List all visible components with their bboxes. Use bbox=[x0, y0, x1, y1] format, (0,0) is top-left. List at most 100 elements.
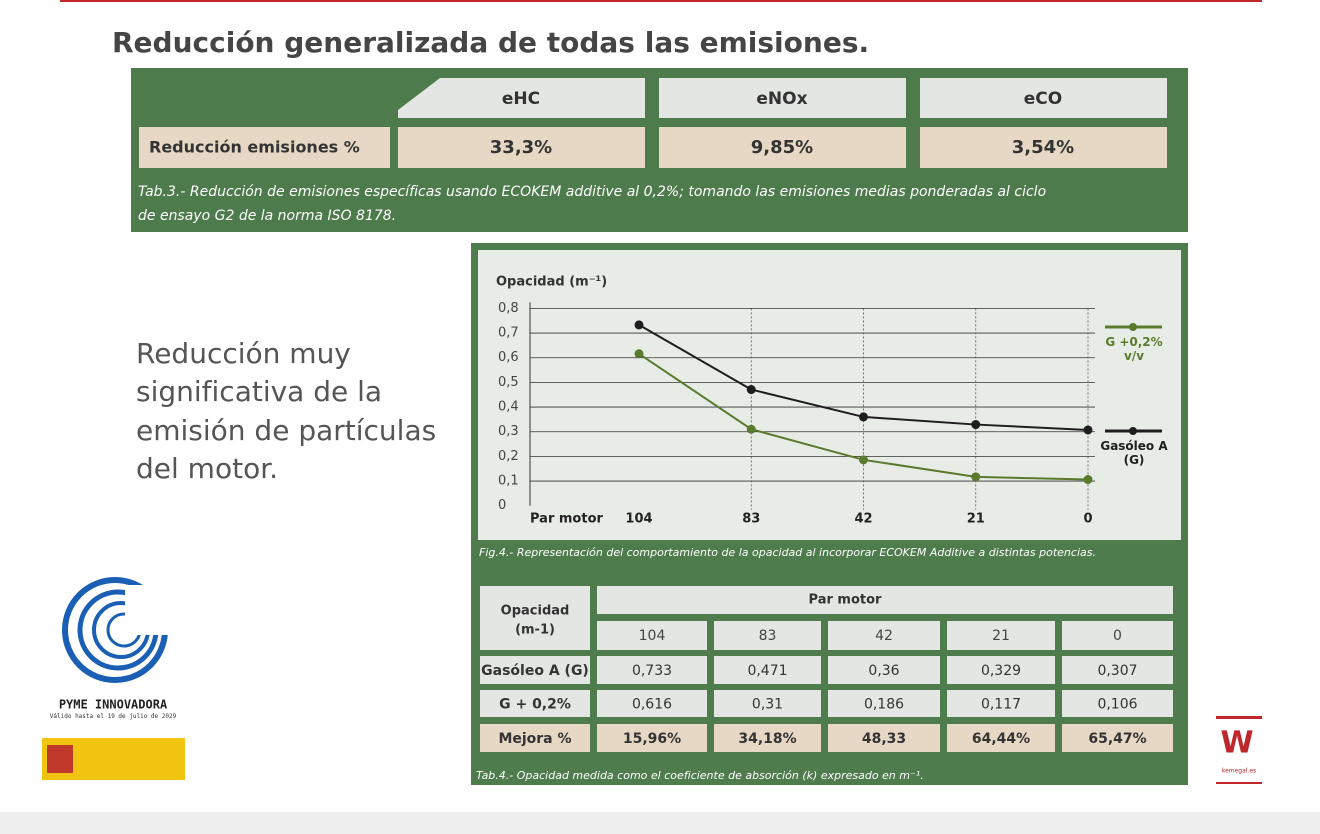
table1-header: eNOx bbox=[756, 89, 807, 109]
chart-caption: Fig.4.- Representación del comportamient… bbox=[479, 546, 1096, 559]
x-tick-label: 42 bbox=[854, 512, 872, 527]
table2-value: 0,616 bbox=[632, 697, 672, 713]
y-tick-label: 0,6 bbox=[498, 350, 519, 365]
plot-panel bbox=[478, 250, 1181, 540]
table2-value: 0,733 bbox=[632, 663, 672, 679]
table1-cell bbox=[659, 127, 906, 168]
slide-title: Reducción generalizada de todas las emis… bbox=[112, 26, 869, 59]
table2-value: 64,44% bbox=[972, 731, 1030, 747]
chart: Opacidad (m⁻¹) 0 0,1 0,2 0,3 0,4 0,5 0,6 0,7 0,8 1… bbox=[496, 275, 1168, 527]
table2-value: 0,117 bbox=[981, 697, 1021, 713]
table2-column-cell bbox=[828, 621, 940, 650]
legend-label: G +0,2% v/v bbox=[1105, 335, 1163, 363]
table2-value: 34,18% bbox=[738, 731, 796, 747]
table2-cell bbox=[1062, 690, 1173, 717]
table2-value: 0,36 bbox=[868, 663, 899, 679]
table1-caption: Tab.3.- Reducción de emisiones específic… bbox=[138, 184, 1046, 200]
data-point bbox=[971, 472, 981, 482]
y-axis-label: Opacidad (m⁻¹) bbox=[496, 275, 607, 290]
table2-value: 0,106 bbox=[1097, 697, 1137, 713]
legend-label-box: G +0,2% v/v bbox=[1105, 335, 1163, 363]
data-point bbox=[859, 412, 868, 422]
brand-mark: W bbox=[1220, 726, 1253, 761]
table2-cell bbox=[828, 724, 940, 752]
table2-row-label: Gasóleo A (G) bbox=[481, 663, 589, 679]
data-point bbox=[971, 420, 981, 430]
table1-cell bbox=[398, 127, 645, 168]
table2-value: 0,31 bbox=[752, 697, 783, 713]
table2-header-cell bbox=[597, 586, 1173, 614]
y-tick-label: 0,2 bbox=[498, 449, 519, 464]
table2-corner-cell bbox=[480, 586, 590, 650]
x-tick-label: 0 bbox=[1083, 512, 1092, 527]
table2-row-label: G + 0,2% bbox=[499, 697, 571, 713]
data-point bbox=[746, 385, 756, 395]
x-tick-label: 104 bbox=[625, 512, 652, 527]
table2-column: 104 bbox=[639, 628, 666, 644]
table2-row-label: Mejora % bbox=[498, 731, 571, 747]
table2-column: 42 bbox=[875, 628, 893, 644]
badge-validity-box: Válido hasta el 19 de julio de 2029 bbox=[49, 713, 177, 720]
table2-value: 0,307 bbox=[1097, 663, 1137, 679]
table2-corner: Opacidad bbox=[501, 604, 570, 619]
table2-column: 83 bbox=[759, 628, 777, 644]
table2-column-cell bbox=[714, 621, 821, 650]
table2-value: 15,96% bbox=[623, 731, 681, 747]
x-tick-label: 21 bbox=[967, 512, 985, 527]
y-tick-label: 0,8 bbox=[498, 301, 519, 316]
x-tick-label: 83 bbox=[742, 512, 760, 527]
badge-validity: Válido hasta el 19 de julio de 2029 bbox=[49, 713, 177, 720]
table2-caption: Tab.4.- Opacidad medida como el coeficie… bbox=[476, 769, 924, 782]
table2-cell bbox=[480, 690, 590, 717]
table2-cell bbox=[947, 656, 1055, 684]
table2-cell bbox=[714, 690, 821, 717]
table2-cell bbox=[597, 724, 707, 752]
pyme-logo bbox=[62, 577, 185, 683]
y-tick-label: 0,1 bbox=[498, 474, 519, 489]
brand-rule bbox=[1216, 716, 1262, 719]
table2-cell bbox=[597, 690, 707, 717]
table1-header: eCO bbox=[1024, 89, 1062, 109]
table1-caption: de ensayo G2 de la norma ISO 8178. bbox=[138, 208, 396, 224]
table2-cell bbox=[828, 656, 940, 684]
body-text: del motor. bbox=[136, 452, 278, 485]
table1-value: 33,3% bbox=[490, 137, 552, 158]
table1-value: 3,54% bbox=[1012, 137, 1074, 158]
table1-header-cell bbox=[920, 78, 1167, 118]
table1-header: eHC bbox=[502, 89, 540, 109]
table2-cell bbox=[480, 656, 590, 684]
y-tick-label: 0,7 bbox=[498, 326, 519, 341]
table1-row-label-cell bbox=[139, 127, 390, 168]
table2-value: 0,329 bbox=[981, 663, 1021, 679]
data-point bbox=[859, 455, 868, 465]
data-point bbox=[634, 320, 644, 330]
table1-row-label: Reducción emisiones % bbox=[149, 138, 360, 157]
table2-cell bbox=[947, 690, 1055, 717]
table1-value: 9,85% bbox=[751, 137, 813, 158]
table2-value: 0,186 bbox=[864, 697, 904, 713]
x-axis-label: Par motor bbox=[530, 512, 604, 527]
table1-cell bbox=[920, 127, 1167, 168]
brand-rule bbox=[1216, 782, 1262, 784]
y-tick-label: 0 bbox=[498, 498, 506, 513]
table1-header-cell bbox=[659, 78, 906, 118]
table2-value: 0,471 bbox=[747, 663, 787, 679]
table2-column-cell bbox=[597, 621, 707, 650]
data-point bbox=[1083, 425, 1093, 435]
body-text: significativa de la bbox=[136, 375, 382, 408]
table2-cell bbox=[714, 656, 821, 684]
table2-value: 48,33 bbox=[862, 731, 906, 747]
legend-swatch-dot bbox=[1129, 323, 1137, 331]
data-point bbox=[634, 349, 644, 359]
table1-header-cell bbox=[398, 78, 645, 118]
body-text: emisión de partículas bbox=[136, 414, 436, 447]
gov-shield bbox=[47, 745, 73, 773]
table2-column-cell bbox=[947, 621, 1055, 650]
brand-name: kemegal.es bbox=[1222, 768, 1256, 775]
table2-cell bbox=[597, 656, 707, 684]
table2-header: Par motor bbox=[809, 593, 883, 608]
table2-value: 65,47% bbox=[1088, 731, 1146, 747]
data-point bbox=[746, 424, 756, 434]
